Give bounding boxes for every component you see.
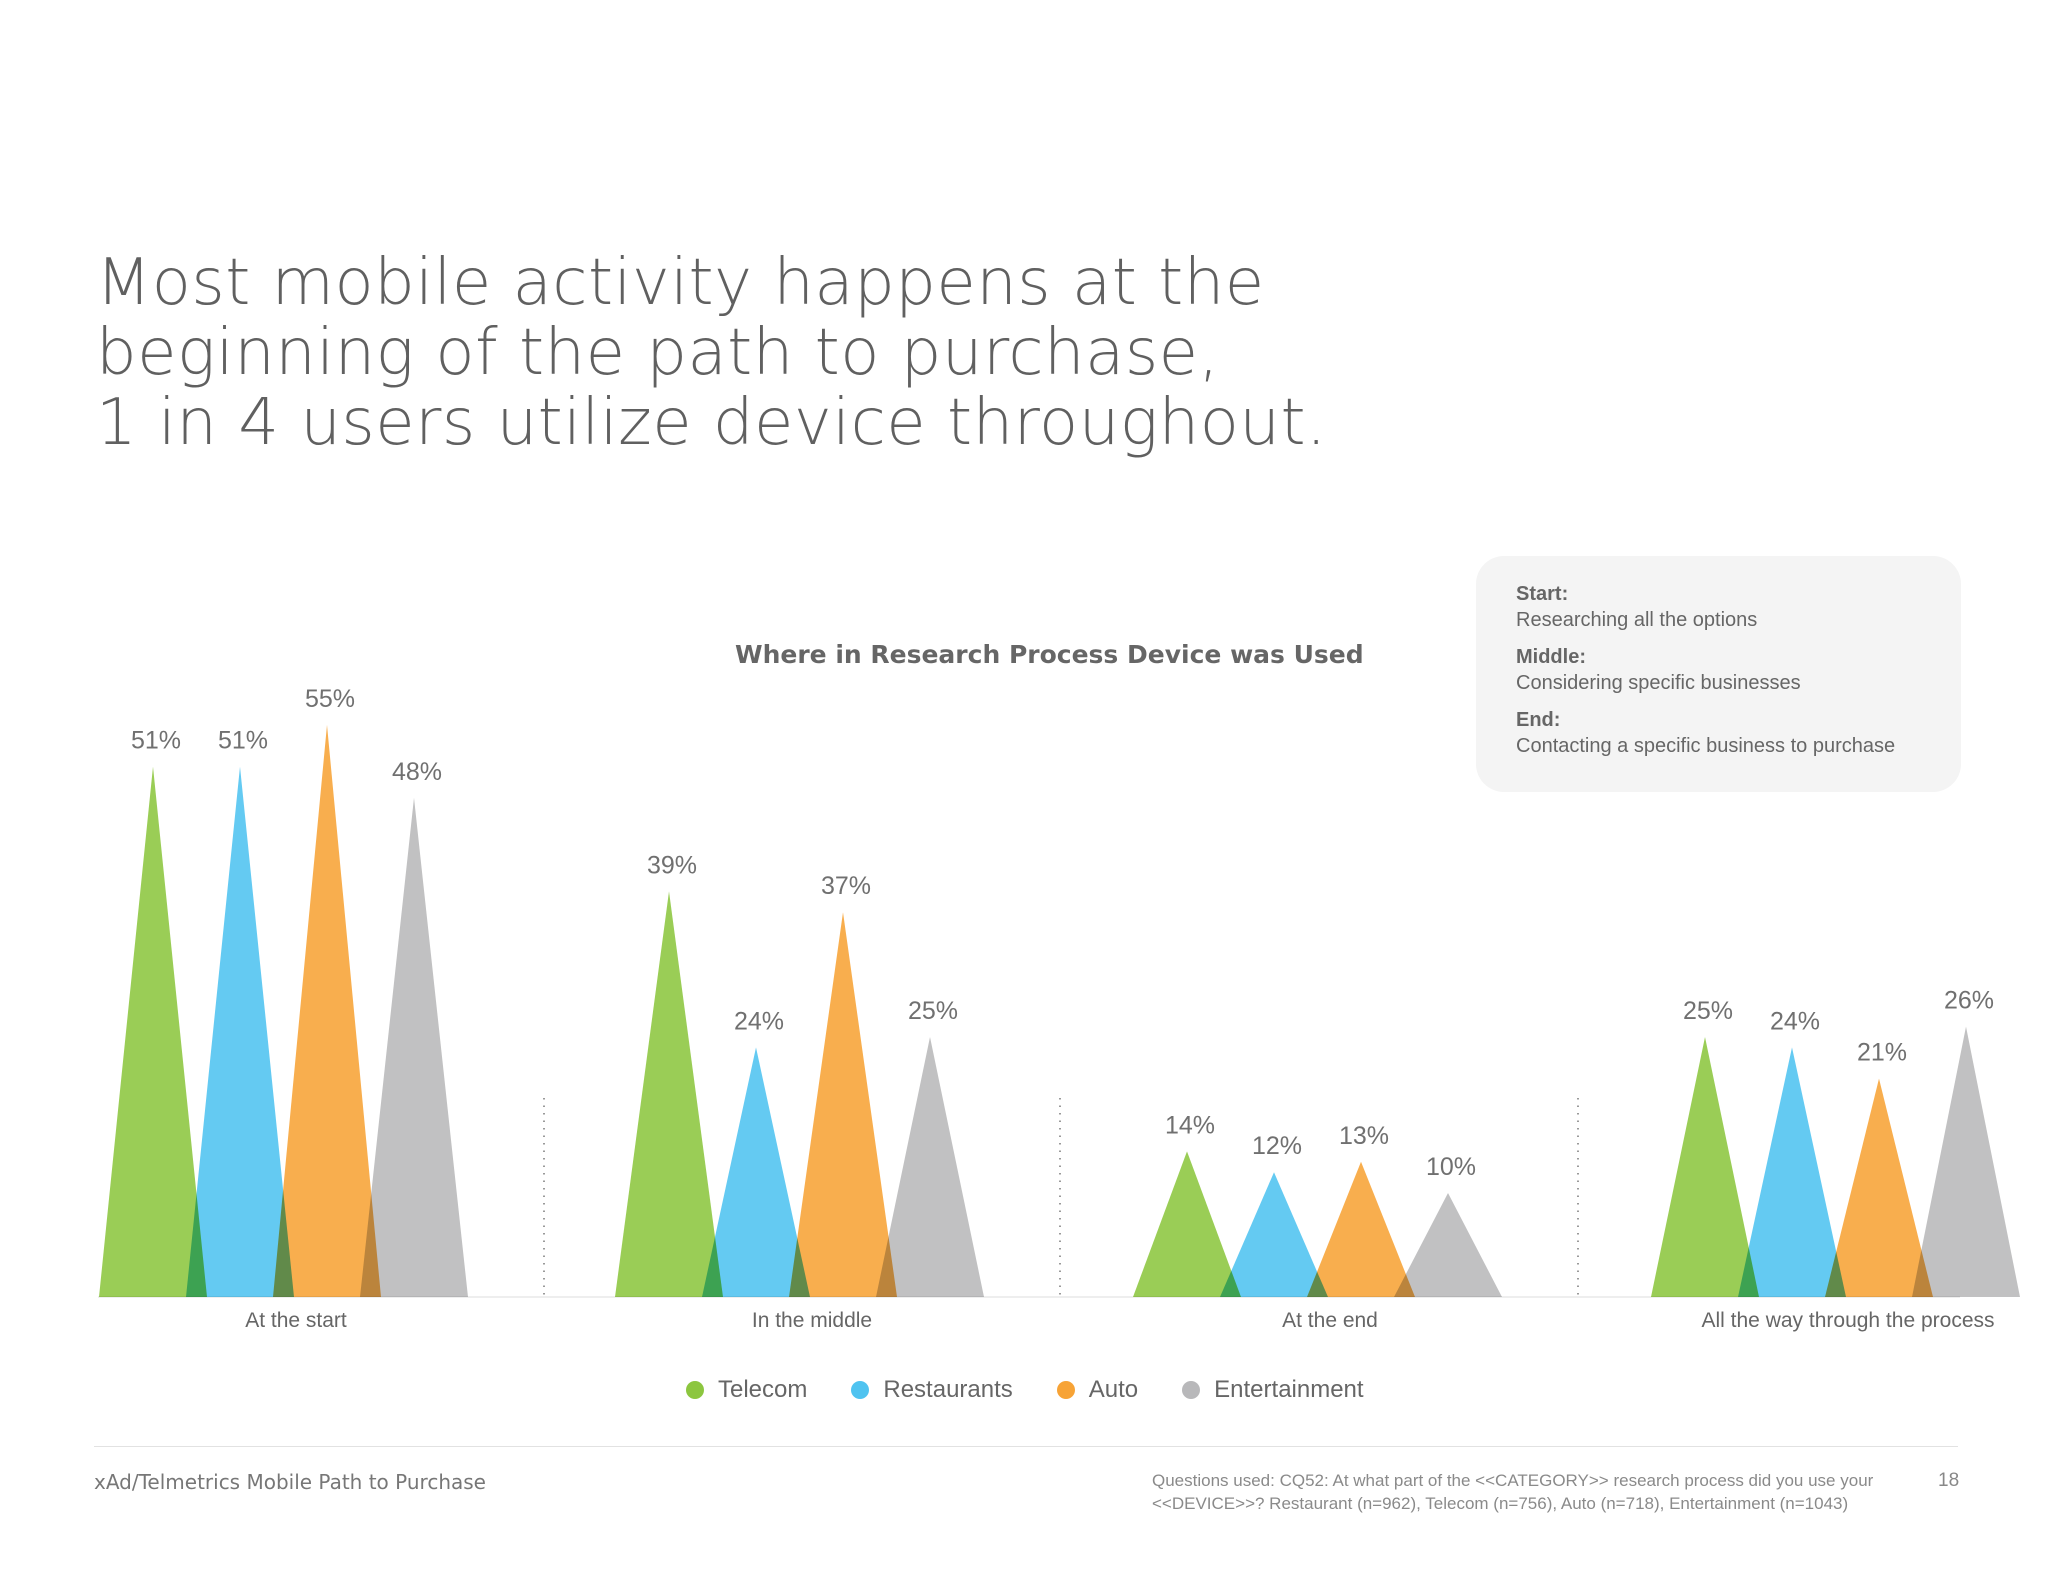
chart-title: Where in Research Process Device was Use…: [735, 640, 1364, 669]
legend-label-auto: Auto: [1088, 1376, 1139, 1403]
footer-source: xAd/Telmetrics Mobile Path to Purchase: [94, 1470, 486, 1494]
category-label-1: At the start: [245, 1309, 347, 1332]
page-title: Most mobile activity happens at the begi…: [96, 248, 1396, 458]
legend-label-entertainment: Entertainment: [1214, 1376, 1364, 1403]
data-label-telecom-2: 39%: [647, 851, 697, 879]
data-label-telecom-4: 25%: [1683, 997, 1733, 1025]
legend-auto: Auto: [1056, 1376, 1139, 1404]
legend-dot-auto: [1056, 1381, 1075, 1399]
title-line-3: 1 in 4 users utilize device throughout.: [96, 386, 1327, 460]
legend-dot-telecom: [686, 1381, 704, 1399]
end-label: End:: [1516, 709, 1561, 731]
bar-entertainment-1: [360, 797, 468, 1297]
bar-telecom-2: [615, 891, 723, 1297]
bar-telecom-1: [99, 766, 207, 1297]
legend-restaurants: Restaurants: [851, 1376, 1013, 1404]
legend-dot-entertainment: [1182, 1381, 1201, 1399]
data-label-entertainment-3: 10%: [1426, 1153, 1476, 1181]
bar-restaurants-3: [1220, 1172, 1328, 1297]
chart-legend: Telecom Restaurants Auto Entertainment: [686, 1370, 1408, 1410]
data-label-auto-4: 21%: [1857, 1039, 1907, 1067]
category-label-4: All the way through the process: [1702, 1309, 1995, 1332]
legend-entertainment: Entertainment: [1182, 1376, 1364, 1404]
data-label-auto-3: 13%: [1339, 1122, 1389, 1150]
page-number: 18: [1938, 1470, 1960, 1491]
bar-entertainment-3: [1394, 1193, 1502, 1297]
middle-text: Considering specific businesses: [1516, 672, 1801, 694]
bar-auto-4: [1825, 1078, 1933, 1297]
bar-auto-1: [273, 725, 381, 1297]
category-label-2: In the middle: [752, 1309, 872, 1332]
data-label-auto-2: 37%: [821, 872, 871, 900]
legend-label-restaurants: Restaurants: [883, 1376, 1013, 1403]
bar-entertainment-2: [876, 1037, 984, 1297]
bar-telecom-4: [1651, 1037, 1759, 1297]
title-line-1: Most mobile activity happens at the: [96, 246, 1265, 320]
middle-label: Middle:: [1516, 646, 1586, 668]
data-label-restaurants-2: 24%: [734, 1007, 784, 1035]
bar-restaurants-2: [702, 1047, 810, 1297]
footer-note-line-2: <<DEVICE>>? Restaurant (n=962), Telecom …: [1152, 1494, 1849, 1513]
definitions-box: Start: Researching all the options Middl…: [1476, 556, 1961, 792]
data-label-restaurants-1: 51%: [218, 727, 268, 755]
category-label-3: At the end: [1282, 1309, 1378, 1332]
footer-divider: [94, 1446, 1958, 1447]
data-label-entertainment-1: 48%: [392, 758, 442, 786]
data-label-entertainment-4: 26%: [1944, 987, 1994, 1015]
data-label-telecom-1: 51%: [131, 727, 181, 755]
end-text: Contacting a specific business to purcha…: [1516, 735, 1896, 757]
footer-questions-note: Questions used: CQ52: At what part of th…: [1152, 1469, 1912, 1515]
data-label-restaurants-3: 12%: [1252, 1132, 1302, 1160]
bar-auto-3: [1307, 1161, 1415, 1297]
data-label-entertainment-2: 25%: [908, 997, 958, 1025]
bar-restaurants-4: [1738, 1047, 1846, 1297]
bar-telecom-3: [1133, 1151, 1241, 1297]
legend-label-telecom: Telecom: [718, 1376, 808, 1403]
data-label-restaurants-4: 24%: [1770, 1007, 1820, 1035]
data-label-auto-1: 55%: [305, 685, 355, 713]
start-label: Start:: [1516, 583, 1569, 605]
legend-telecom: Telecom: [686, 1376, 807, 1404]
bar-restaurants-1: [186, 766, 294, 1297]
footer-note-line-1: Questions used: CQ52: At what part of th…: [1152, 1471, 1874, 1490]
legend-dot-restaurants: [851, 1381, 870, 1399]
start-text: Researching all the options: [1516, 609, 1758, 631]
data-label-telecom-3: 14%: [1165, 1111, 1215, 1139]
bar-entertainment-4: [1912, 1026, 2020, 1297]
title-line-2: beginning of the path to purchase,: [96, 316, 1220, 390]
bar-auto-2: [789, 912, 897, 1297]
